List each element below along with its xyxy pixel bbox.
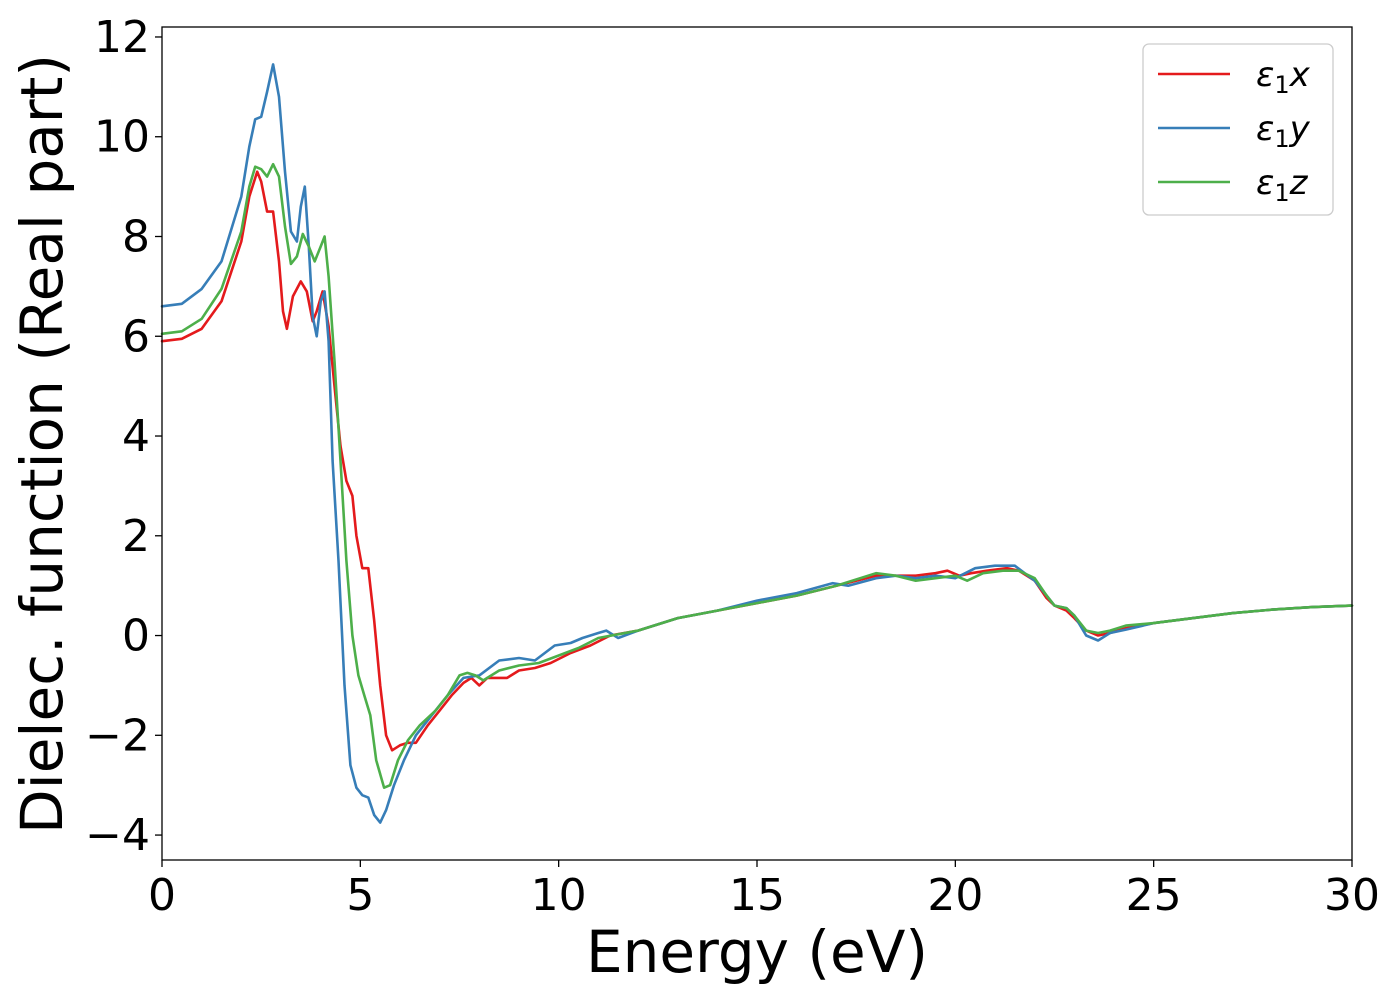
y-tick-label: 6 <box>122 311 150 362</box>
y-tick-label: 12 <box>94 12 150 63</box>
legend-label-z: ε1z <box>1256 163 1309 207</box>
y-axis: −4 −2 0 2 4 6 8 10 12 <box>85 12 162 861</box>
y-tick-label: 8 <box>122 211 150 262</box>
x-axis-title: Energy (eV) <box>586 918 928 986</box>
x-tick-label: 5 <box>346 870 374 921</box>
x-tick-label: 20 <box>927 870 983 921</box>
y-tick-label: −4 <box>85 810 150 861</box>
series-layer <box>160 63 1354 824</box>
legend-box <box>1142 43 1334 216</box>
y-tick-label: −2 <box>85 710 150 761</box>
x-axis: 0 5 10 15 20 25 30 <box>148 860 1380 921</box>
y-tick-label: 4 <box>122 411 150 462</box>
legend-label-x: ε1x <box>1256 55 1311 99</box>
x-tick-label: 30 <box>1324 870 1380 921</box>
series-line-z <box>160 162 1354 789</box>
legend-label-y: ε1y <box>1256 109 1311 153</box>
x-tick-label: 15 <box>729 870 785 921</box>
x-tick-label: 10 <box>531 870 587 921</box>
x-tick-label: 0 <box>148 870 176 921</box>
x-tick-label: 25 <box>1126 870 1182 921</box>
y-axis-title: Dielec. function (Real part) <box>8 54 76 834</box>
y-tick-label: 10 <box>94 112 150 163</box>
y-tick-label: 0 <box>122 611 150 662</box>
legend: ε1x ε1y ε1z <box>1142 43 1334 216</box>
y-tick-label: 2 <box>122 511 150 562</box>
